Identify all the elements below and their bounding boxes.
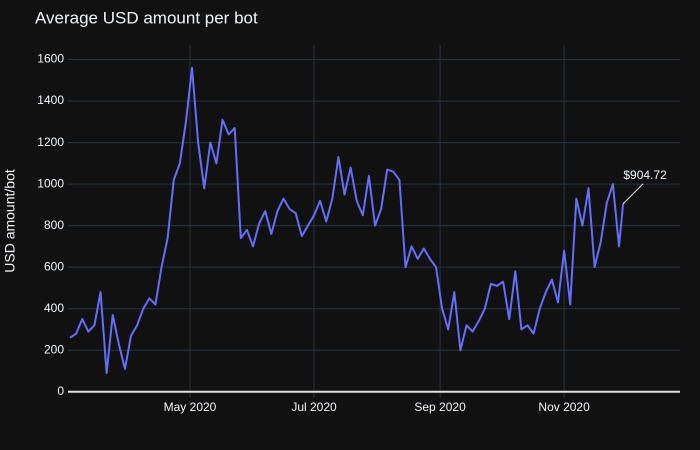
x-tick-label: Nov 2020 (538, 400, 590, 414)
y-tick-label: 400 (44, 301, 64, 315)
chart-title: Average USD amount per bot (35, 8, 258, 27)
x-tick-label: May 2020 (164, 400, 217, 414)
y-axis-title: USD amount/bot (2, 169, 18, 273)
data-line (69, 66, 625, 375)
y-tick-label: 0 (57, 384, 64, 398)
x-tick-label: Jul 2020 (291, 400, 337, 414)
y-tick-label: 1000 (37, 176, 64, 190)
y-tick-label: 1600 (37, 52, 64, 66)
y-tick-label: 1400 (37, 93, 64, 107)
y-tick-label: 600 (44, 259, 64, 273)
y-tick-label: 800 (44, 218, 64, 232)
y-tick-label: 200 (44, 342, 64, 356)
annotation-arrow (622, 183, 644, 205)
annotation: $904.72 (623, 168, 667, 182)
y-tick-label: 1200 (37, 135, 64, 149)
x-tick-label: Sep 2020 (414, 400, 466, 414)
